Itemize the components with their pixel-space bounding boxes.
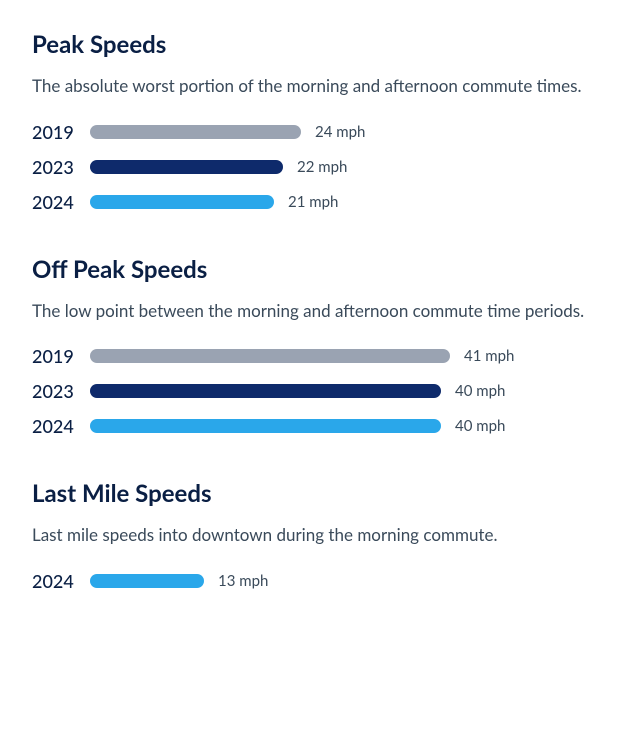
bar-row: 2023 40 mph: [32, 380, 607, 402]
section-description: Last mile speeds into downtown during th…: [32, 522, 592, 548]
bar-value-label: 24 mph: [315, 123, 365, 141]
bar-value-label: 41 mph: [464, 347, 514, 365]
bar-year-label: 2024: [32, 415, 90, 437]
bar-fill: [90, 125, 301, 139]
chart-section: Last Mile Speeds Last mile speeds into do…: [32, 479, 607, 592]
bar-fill: [90, 384, 441, 398]
bar-year-label: 2024: [32, 570, 90, 592]
bar-track: [90, 125, 301, 139]
bar-value-label: 13 mph: [218, 572, 268, 590]
bar-value-label: 40 mph: [455, 417, 505, 435]
bar-row: 2019 24 mph: [32, 121, 607, 143]
bar-fill: [90, 160, 283, 174]
bar-year-label: 2019: [32, 345, 90, 367]
bar-row: 2019 41 mph: [32, 345, 607, 367]
bar-value-label: 40 mph: [455, 382, 505, 400]
speeds-report: Peak Speeds The absolute worst portion of…: [32, 30, 607, 592]
bar-fill: [90, 419, 441, 433]
bar-row: 2023 22 mph: [32, 156, 607, 178]
bar-track: [90, 160, 283, 174]
bar-value-label: 21 mph: [288, 193, 338, 211]
bar-row: 2024 13 mph: [32, 570, 607, 592]
section-description: The absolute worst portion of the mornin…: [32, 73, 592, 99]
bar-track: [90, 574, 204, 588]
bar-track: [90, 384, 441, 398]
section-description: The low point between the morning and af…: [32, 298, 592, 324]
bar-year-label: 2019: [32, 121, 90, 143]
chart-section: Peak Speeds The absolute worst portion of…: [32, 30, 607, 213]
section-title: Off Peak Speeds: [32, 255, 607, 284]
bar-fill: [90, 574, 204, 588]
chart-section: Off Peak Speeds The low point between the…: [32, 255, 607, 438]
section-title: Peak Speeds: [32, 30, 607, 59]
bar-year-label: 2023: [32, 380, 90, 402]
bar-value-label: 22 mph: [297, 158, 347, 176]
bar-row: 2024 40 mph: [32, 415, 607, 437]
bar-track: [90, 349, 450, 363]
bar-year-label: 2023: [32, 156, 90, 178]
bar-year-label: 2024: [32, 191, 90, 213]
section-title: Last Mile Speeds: [32, 479, 607, 508]
bar-track: [90, 419, 441, 433]
bar-track: [90, 195, 274, 209]
bar-fill: [90, 195, 274, 209]
bar-fill: [90, 349, 450, 363]
bar-row: 2024 21 mph: [32, 191, 607, 213]
